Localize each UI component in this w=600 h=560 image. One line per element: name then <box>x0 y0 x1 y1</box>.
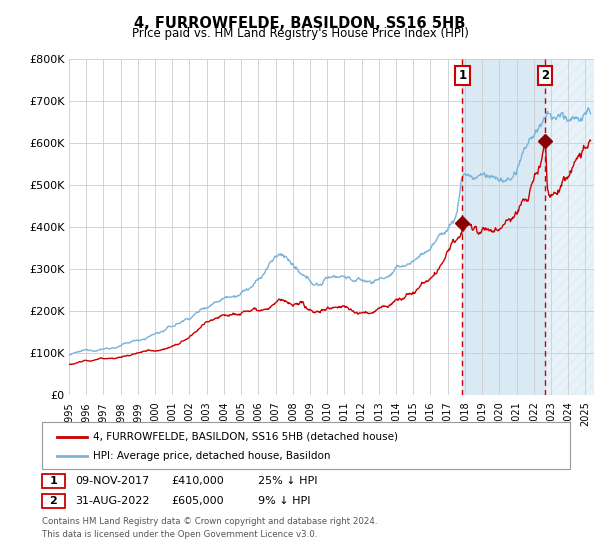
Text: £410,000: £410,000 <box>171 476 224 486</box>
Text: 1: 1 <box>458 69 467 82</box>
Text: 31-AUG-2022: 31-AUG-2022 <box>75 496 149 506</box>
Text: Price paid vs. HM Land Registry's House Price Index (HPI): Price paid vs. HM Land Registry's House … <box>131 27 469 40</box>
Text: 1: 1 <box>50 476 57 486</box>
Text: 09-NOV-2017: 09-NOV-2017 <box>75 476 149 486</box>
Text: HPI: Average price, detached house, Basildon: HPI: Average price, detached house, Basi… <box>93 451 331 461</box>
Text: 2: 2 <box>541 69 549 82</box>
Text: 4, FURROWFELDE, BASILDON, SS16 5HB (detached house): 4, FURROWFELDE, BASILDON, SS16 5HB (deta… <box>93 432 398 442</box>
Text: £605,000: £605,000 <box>171 496 224 506</box>
Text: 9% ↓ HPI: 9% ↓ HPI <box>258 496 311 506</box>
Bar <box>463 59 545 395</box>
Bar <box>545 59 594 395</box>
Text: 25% ↓ HPI: 25% ↓ HPI <box>258 476 317 486</box>
Text: 2: 2 <box>50 496 57 506</box>
Text: 4, FURROWFELDE, BASILDON, SS16 5HB: 4, FURROWFELDE, BASILDON, SS16 5HB <box>134 16 466 31</box>
Text: Contains HM Land Registry data © Crown copyright and database right 2024.
This d: Contains HM Land Registry data © Crown c… <box>42 517 377 539</box>
